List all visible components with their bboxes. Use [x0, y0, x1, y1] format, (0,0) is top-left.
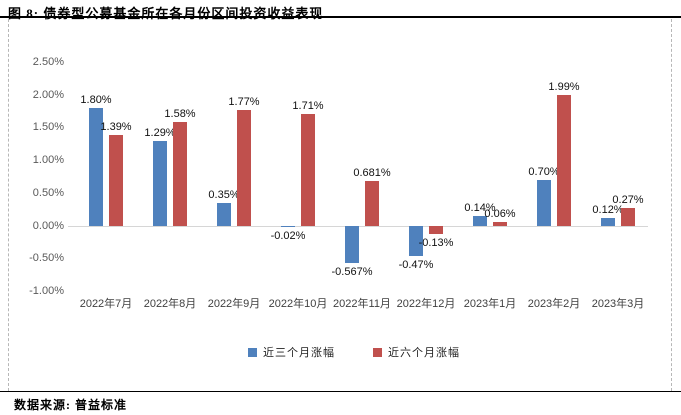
bar-3month: [601, 217, 615, 226]
chart-bottom-border-line: [0, 391, 681, 392]
x-axis-category-label: 2022年12月: [396, 298, 456, 310]
legend-item: 近三个月涨幅: [248, 344, 335, 360]
bar-value-label: 1.71%: [292, 99, 324, 112]
bar-value-label: 0.14%: [464, 202, 496, 215]
legend-item: 近六个月涨幅: [373, 344, 460, 360]
x-axis-category-label: 2022年7月: [79, 298, 133, 310]
bar-3month: [153, 141, 167, 226]
y-axis-tick-label: 2.50%: [32, 56, 64, 68]
y-axis-tick-label: -1.00%: [29, 285, 64, 297]
y-axis-tick-label: 1.50%: [32, 121, 64, 134]
bar-6month: [557, 95, 571, 226]
x-axis-category-label: 2023年3月: [591, 298, 645, 310]
bar-value-label: 0.12%: [592, 203, 624, 216]
bar-value-label: 0.06%: [484, 207, 516, 220]
bar-6month: [493, 221, 507, 226]
legend-series-label: 近六个月涨幅: [388, 347, 460, 359]
legend-swatch-icon: [373, 347, 382, 357]
bar-value-label: 1.99%: [548, 81, 580, 94]
x-axis-category-label: 2022年10月: [268, 298, 328, 310]
bar-6month: [109, 134, 123, 226]
bar-3month: [537, 179, 551, 226]
legend-swatch-icon: [248, 347, 257, 357]
bar-value-label: 0.35%: [208, 188, 240, 201]
x-axis-category-label: 2023年2月: [527, 298, 581, 310]
bar-3month: [89, 107, 103, 226]
bar-3month: [281, 225, 295, 227]
bar-6month: [429, 225, 443, 235]
bar-3month: [409, 225, 423, 257]
x-axis-category-label: 2022年9月: [207, 298, 261, 310]
x-axis-category-label: 2023年1月: [463, 298, 517, 310]
bar-value-label: 0.681%: [353, 167, 391, 180]
bar-value-label: -0.02%: [270, 229, 306, 242]
bar-value-label: -0.13%: [418, 237, 454, 250]
x-axis-category-label: 2022年8月: [143, 298, 197, 310]
bar-value-label: 1.29%: [144, 127, 176, 140]
bar-chart-plot-area: 2.50% 2.00% 1.50% 1.00% 0.50% 0.00% -0.50% -1.0…: [29, 56, 648, 310]
source-note: 数据来源: 普益标准: [14, 398, 127, 412]
bar-value-label: 1.77%: [228, 95, 260, 108]
chart-frame: [8, 19, 672, 391]
bar-6month: [621, 207, 635, 226]
chart-legend: 近三个月涨幅 近六个月涨幅: [60, 344, 648, 360]
bar-3month: [217, 202, 231, 226]
x-axis-category-label: 2022年11月: [333, 298, 391, 310]
bar-value-label: 1.39%: [100, 120, 132, 133]
y-axis-tick-label: 1.00%: [32, 154, 64, 167]
y-axis-tick-label: 2.00%: [32, 88, 64, 101]
bar-value-label: -0.47%: [398, 259, 434, 272]
bar-6month: [173, 122, 187, 226]
bar-value-label: 0.70%: [528, 165, 560, 178]
y-axis-tick-label: -0.50%: [29, 252, 64, 265]
bar-value-label: 0.27%: [612, 193, 644, 206]
bar-6month: [365, 181, 379, 226]
bar-value-label: 1.58%: [164, 108, 196, 121]
bar-3month: [345, 225, 359, 263]
bar-value-label: 1.80%: [80, 93, 112, 106]
y-axis-tick-label: 0.50%: [32, 186, 64, 199]
title-divider-line: [0, 16, 681, 18]
bar-value-label: -0.567%: [331, 265, 373, 278]
bar-6month: [237, 109, 251, 226]
y-axis-tick-label: 0.00%: [32, 219, 64, 232]
legend-series-label: 近三个月涨幅: [263, 347, 335, 359]
bar-6month: [301, 113, 315, 226]
bar-3month: [473, 216, 487, 226]
